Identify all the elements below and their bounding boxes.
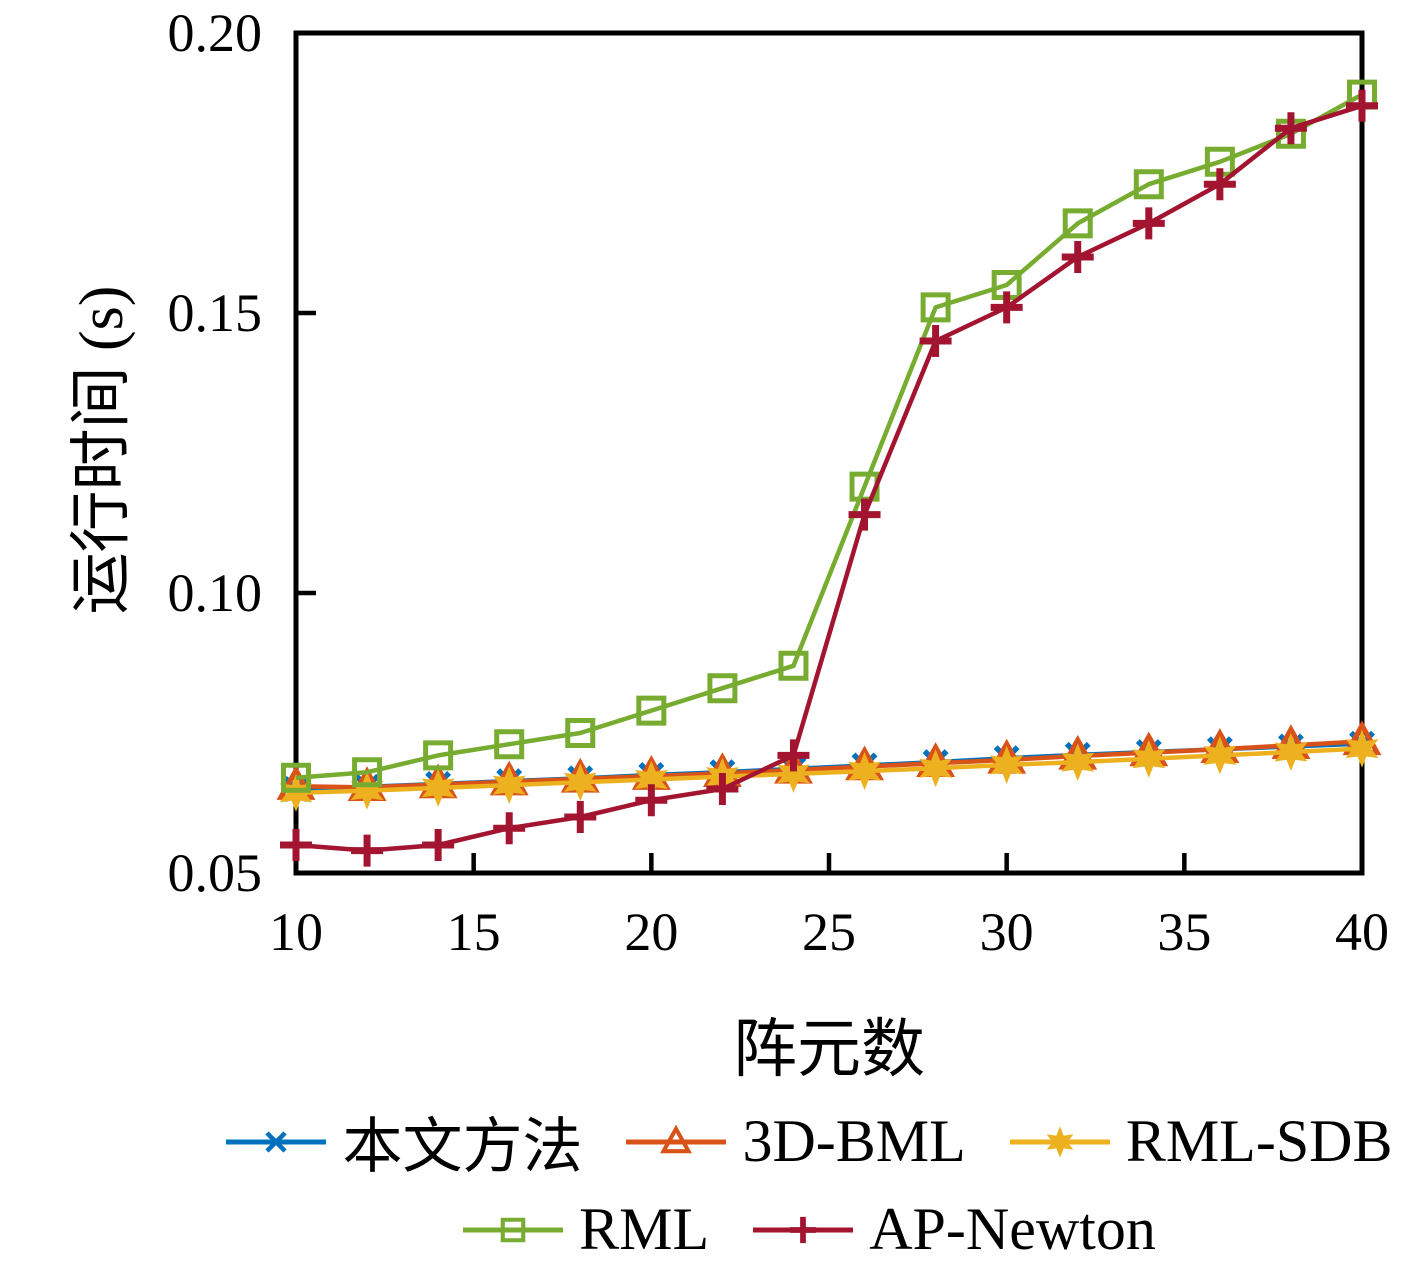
triangle-marker-icon: [660, 1124, 693, 1153]
legend-label: AP-Newton: [869, 1196, 1156, 1262]
hexagram-marker-icon: [1061, 743, 1095, 782]
hexagram-marker-icon: [350, 771, 384, 810]
square-marker-icon: [281, 762, 311, 793]
plus-marker-icon: [1346, 89, 1378, 122]
x-axis-title: 阵元数: [733, 1014, 925, 1085]
plus-marker-icon: [1274, 112, 1307, 145]
hexagram-marker-icon: [563, 763, 597, 802]
legend-label: 本文方法: [342, 1114, 583, 1180]
plus-marker-icon: [564, 801, 597, 833]
plus-marker-icon: [493, 812, 526, 845]
series-line-1: [295, 739, 1363, 790]
legend-marker-plus-icon: [753, 1216, 854, 1243]
hexagram-marker-icon: [634, 760, 668, 799]
legend-label: RML: [579, 1196, 710, 1262]
legend-row: 本文方法 3D-BML RML-SDB: [224, 1098, 1393, 1185]
square-marker-icon: [500, 1217, 526, 1242]
square-marker-icon: [352, 757, 383, 788]
square-marker-icon: [920, 292, 951, 323]
series-markers-4: [280, 89, 1378, 867]
series-line-2: [295, 746, 1363, 796]
plus-marker-icon: [635, 784, 668, 817]
square-marker-icon: [707, 673, 738, 704]
series-line-3: [295, 92, 1364, 781]
legend-item-2: RML-SDB: [1008, 1107, 1393, 1176]
plus-marker-icon: [1061, 241, 1094, 273]
hexagram-marker-icon: [1274, 733, 1308, 772]
legend-label: RML-SDB: [1125, 1108, 1393, 1174]
plus-marker-icon: [777, 739, 810, 772]
x-tick-label: 20: [624, 902, 679, 962]
square-marker-icon: [565, 718, 596, 748]
hexagram-marker-icon: [919, 749, 953, 788]
plus-marker-icon: [422, 829, 455, 861]
plus-marker-icon: [706, 773, 739, 805]
hexagram-marker-icon: [1046, 1125, 1074, 1158]
square-marker-icon: [778, 650, 809, 681]
y-tick-label: 0.05: [167, 843, 263, 903]
legend-item-3: RML: [461, 1195, 709, 1264]
plus-marker-icon: [990, 291, 1023, 324]
y-tick-label: 0.10: [167, 563, 263, 623]
legend-marker-x-icon: [226, 1130, 327, 1153]
y-tick-label: 0.15: [167, 283, 263, 343]
square-marker-icon: [849, 471, 880, 502]
x-tick-label: 15: [446, 902, 501, 962]
x-tick-label: 25: [802, 902, 856, 962]
square-marker-icon: [1133, 169, 1164, 200]
series-line-4: [295, 103, 1363, 853]
plus-marker-icon: [848, 498, 881, 531]
legend-label: 3D-BML: [742, 1108, 966, 1174]
x-tick-label: 40: [1335, 902, 1389, 962]
legend-row: RML AP-Newton: [461, 1195, 1156, 1264]
hexagram-marker-icon: [1132, 739, 1166, 778]
x-marker-icon: [265, 1130, 288, 1153]
plus-marker-icon: [1203, 168, 1236, 201]
legend: 本文方法 3D-BML RML-SDB RML AP-Newton: [0, 1098, 1417, 1264]
legend-item-4: AP-Newton: [751, 1195, 1156, 1264]
y-tick-label: 0.20: [167, 3, 263, 63]
legend-marker-triangle-icon: [626, 1124, 727, 1153]
square-marker-icon: [494, 729, 525, 760]
legend-item-0: 本文方法: [224, 1098, 582, 1185]
hexagram-marker-icon: [990, 745, 1024, 784]
hexagram-marker-icon: [421, 768, 455, 807]
plus-marker-icon: [280, 829, 312, 861]
hexagram-marker-icon: [777, 754, 810, 793]
hexagram-marker-icon: [1345, 729, 1379, 768]
x-tick-label: 30: [979, 902, 1034, 962]
plus-marker-icon: [790, 1216, 817, 1243]
legend-item-1: 3D-BML: [624, 1107, 966, 1176]
plot-frame: [293, 30, 1365, 876]
square-marker-icon: [636, 695, 667, 726]
x-tick-label: 10: [269, 902, 323, 962]
hexagram-marker-icon: [848, 752, 881, 791]
plus-marker-icon: [351, 834, 384, 867]
square-marker-icon: [1062, 208, 1093, 239]
series-markers-3: [281, 79, 1377, 793]
y-axis-title: 运行时间 (s): [68, 285, 136, 615]
hexagram-marker-icon: [492, 766, 526, 805]
square-marker-icon: [423, 740, 454, 771]
plus-marker-icon: [919, 325, 952, 357]
legend-marker-square-icon: [463, 1217, 564, 1242]
plus-marker-icon: [1132, 207, 1165, 240]
legend-marker-hexagram-icon: [1009, 1125, 1110, 1158]
x-tick-label: 35: [1157, 902, 1212, 962]
hexagram-marker-icon: [279, 773, 313, 812]
hexagram-marker-icon: [1203, 736, 1237, 775]
